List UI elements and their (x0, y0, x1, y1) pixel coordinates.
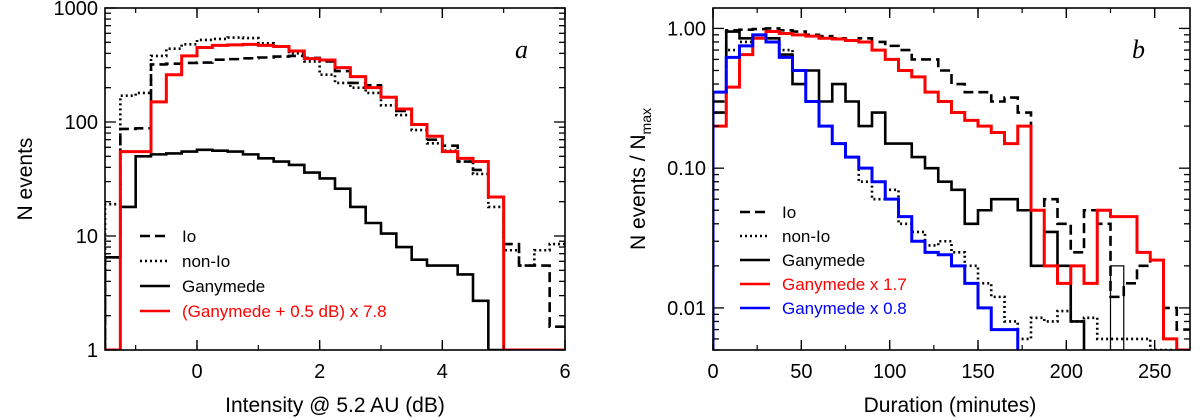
y-tick-label: 100 (65, 112, 98, 134)
y-tick-label: 0.01 (667, 298, 706, 320)
y-tick-label: 0.10 (667, 158, 706, 180)
legend-label-ganymede: Ganymede (182, 277, 265, 296)
x-tick-label: 2 (314, 361, 325, 383)
panel-a-frame (104, 7, 566, 351)
panel-b-ylabel: N events / Nmax (627, 108, 654, 250)
x-tick-label: 4 (437, 361, 448, 383)
series-ganymede (105, 148, 565, 350)
series-ganymede-x-0-8 (713, 33, 1020, 350)
y-tick-label: 1000 (54, 0, 99, 20)
x-tick-label: 100 (873, 361, 906, 383)
panel-b-ticks: 0 50 100 150 200 250 0.01 0.10 1.00 (667, 8, 1190, 383)
panel-a-ylabel: N events (14, 138, 37, 221)
extra-bar-0 (1109, 265, 1125, 350)
legend-label-io: Io (782, 203, 796, 222)
series-ganymede-x-1-7 (713, 30, 1190, 350)
panel-b-letter: b (1132, 35, 1145, 64)
x-tick-label: 50 (790, 361, 812, 383)
x-tick-label: 6 (559, 361, 570, 383)
legend-label-non-io: non-Io (782, 227, 830, 246)
x-tick-label: 0 (707, 361, 718, 383)
series-ganymede-0-5-db-x-7-8 (105, 42, 565, 350)
legend-label-ganymede: Ganymede (782, 251, 865, 270)
panel-b-legend: Io non-Io Ganymede Ganymede x 1.7 Ganymede x… (740, 203, 907, 318)
panel-b-series-group (713, 27, 1190, 350)
panel-b-xlabel: Duration (minutes) (864, 394, 1037, 417)
panel-a: 0 2 4 6 1 10 100 1000 a Intensity @ 5.2 AU (dB)… (14, 0, 571, 417)
panel-a-xlabel: Intensity @ 5.2 AU (dB) (225, 394, 445, 417)
panel-a-letter: a (515, 35, 528, 64)
legend-label-io: Io (182, 227, 196, 246)
panel-a-series-group (105, 36, 565, 350)
panel-b: 0 50 100 150 200 250 0.01 0.10 1.00 b Duration (… (627, 7, 1191, 417)
x-tick-label: 150 (961, 361, 994, 383)
panel-b-ylabel-sub: max (638, 108, 654, 134)
legend-label-ganymede-0-5-db-x-7-8: (Ganymede + 0.5 dB) x 7.8 (182, 302, 387, 321)
x-tick-label: 200 (1050, 361, 1083, 383)
panel-a-legend: Io non-Io Ganymede (Ganymede + 0.5 dB) x 7.… (140, 227, 387, 321)
legend-label-ganymede-x-1-7: Ganymede x 1.7 (782, 275, 907, 294)
panel-b-ylabel-main: N events / N (627, 134, 650, 250)
legend-label-non-io: non-Io (182, 252, 230, 271)
y-tick-label: 1.00 (667, 18, 706, 40)
x-tick-label: 250 (1138, 361, 1171, 383)
x-tick-label: 0 (191, 361, 202, 383)
legend-label-ganymede-x-0-8: Ganymede x 0.8 (782, 299, 907, 318)
y-tick-label: 1 (87, 340, 98, 362)
y-tick-label: 10 (76, 226, 98, 248)
panel-a-ticks: 0 2 4 6 1 10 100 1000 (54, 0, 571, 383)
panel-b-frame (712, 7, 1191, 351)
